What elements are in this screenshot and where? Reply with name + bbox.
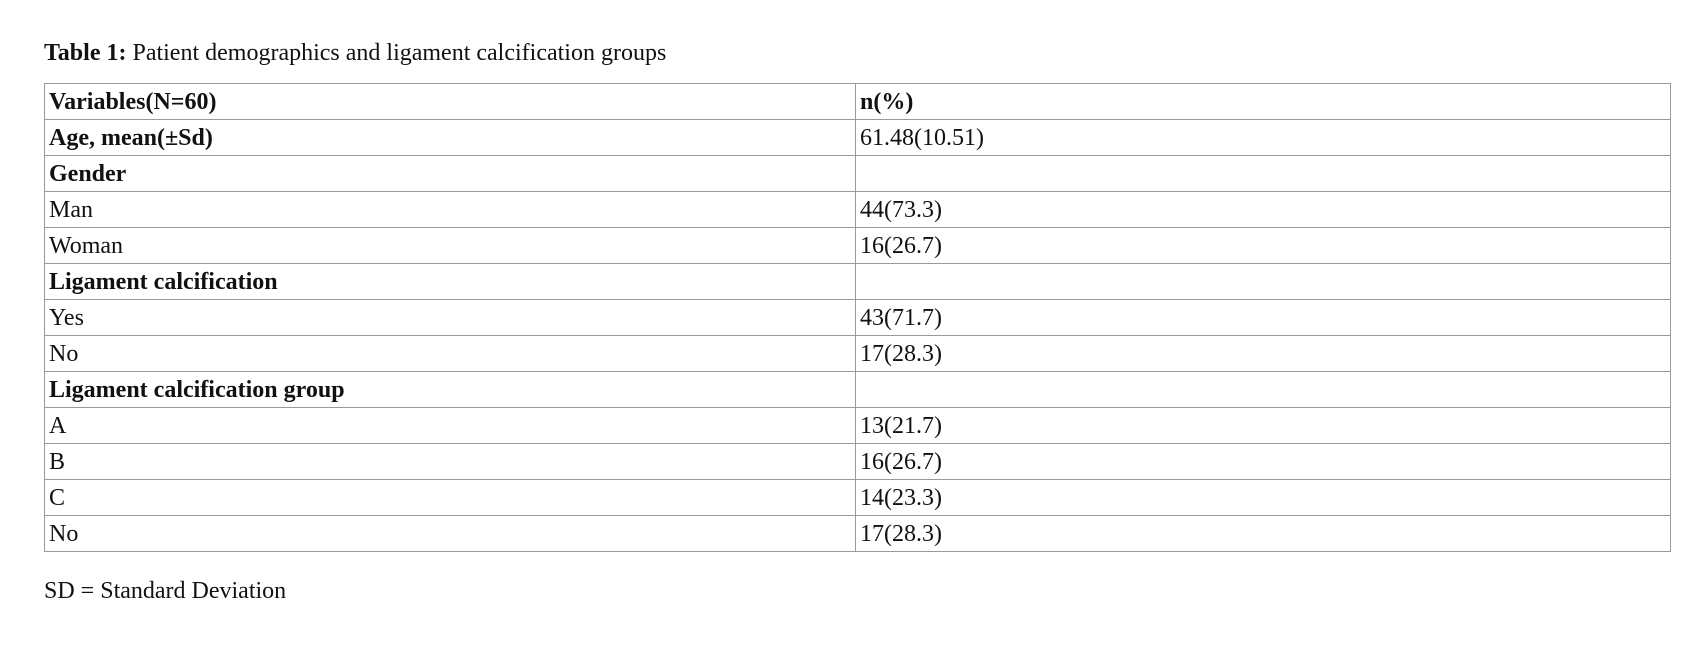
cell: No xyxy=(44,335,856,372)
cell: Man xyxy=(44,191,856,228)
cell: Gender xyxy=(44,155,856,192)
cell: Woman xyxy=(44,227,856,264)
row: A 13(21.7) xyxy=(44,407,1671,444)
header-cell: n(%) xyxy=(855,83,1671,120)
cell: 17(28.3) xyxy=(855,335,1671,372)
cell: Yes xyxy=(44,299,856,336)
table-caption: Table 1: Patient demographics and ligame… xyxy=(44,40,666,67)
cell: Ligament calcification group xyxy=(44,371,856,408)
cell: 14(23.3) xyxy=(855,479,1671,516)
cell: No xyxy=(44,515,856,552)
cell: 61.48(10.51) xyxy=(855,119,1671,156)
cell: 17(28.3) xyxy=(855,515,1671,552)
table: Variables(N=60) n(%) Age, mean(±Sd) 61.48(… xyxy=(44,83,1671,552)
row: Gender xyxy=(44,155,1671,192)
row: No 17(28.3) xyxy=(44,515,1671,552)
cell: 44(73.3) xyxy=(855,191,1671,228)
cell: 13(21.7) xyxy=(855,407,1671,444)
cell: Age, mean(±Sd) xyxy=(44,119,856,156)
cell xyxy=(855,155,1671,192)
row: Age, mean(±Sd) 61.48(10.51) xyxy=(44,119,1671,156)
row: No 17(28.3) xyxy=(44,335,1671,372)
header-row: Variables(N=60) n(%) xyxy=(44,83,1671,120)
cell: A xyxy=(44,407,856,444)
cell xyxy=(855,371,1671,408)
caption-label: Table 1: xyxy=(44,40,127,66)
cell: Ligament calcification xyxy=(44,263,856,300)
cell: C xyxy=(44,479,856,516)
caption-text: Patient demographics and ligament calcif… xyxy=(132,40,667,66)
header-cell: Variables(N=60) xyxy=(44,83,856,120)
row: Woman 16(26.7) xyxy=(44,227,1671,264)
footnote: SD = Standard Deviation xyxy=(44,578,287,604)
row: C 14(23.3) xyxy=(44,479,1671,516)
row: Yes 43(71.7) xyxy=(44,299,1671,336)
cell xyxy=(855,263,1671,300)
cell: B xyxy=(44,443,856,480)
cell: 43(71.7) xyxy=(855,299,1671,336)
row: Ligament calcification xyxy=(44,263,1671,300)
row: B 16(26.7) xyxy=(44,443,1671,480)
cell: 16(26.7) xyxy=(855,443,1671,480)
row: Ligament calcification group xyxy=(44,371,1671,408)
row: Man 44(73.3) xyxy=(44,191,1671,228)
cell: 16(26.7) xyxy=(855,227,1671,264)
